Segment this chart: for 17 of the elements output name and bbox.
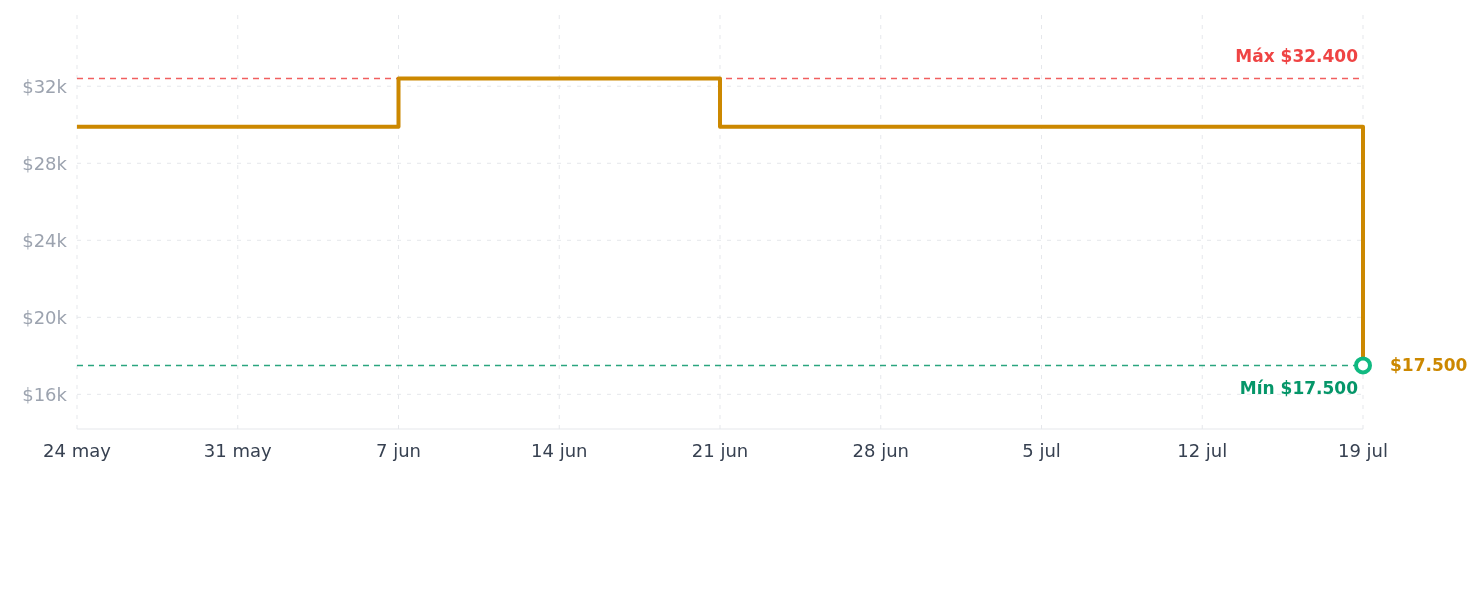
x-tick-label: 14 jun <box>531 440 588 461</box>
y-tick-label: $20k <box>22 306 68 328</box>
y-tick-label: $24k <box>22 229 68 251</box>
x-tick-label: 7 jun <box>376 440 421 461</box>
x-tick-label: 24 may <box>43 440 112 461</box>
x-tick-label: 28 jun <box>852 440 909 461</box>
x-tick-label: 31 may <box>203 440 273 461</box>
annotation: $17.500 <box>1390 355 1468 376</box>
x-tick-label: 21 jun <box>691 440 749 461</box>
x-tick-label: 19 jul <box>1337 440 1389 461</box>
x-tick-label: 5 jul <box>1022 440 1061 461</box>
x-tick-label: 12 jul <box>1177 440 1228 461</box>
y-tick-label: $16k <box>22 383 68 405</box>
ref-line-label: Máx $32.400 <box>1235 45 1359 66</box>
y-tick-label: $32k <box>22 75 68 97</box>
y-tick-label: $28k <box>22 152 68 174</box>
ref-line-label: Mín $17.500 <box>1239 378 1359 399</box>
